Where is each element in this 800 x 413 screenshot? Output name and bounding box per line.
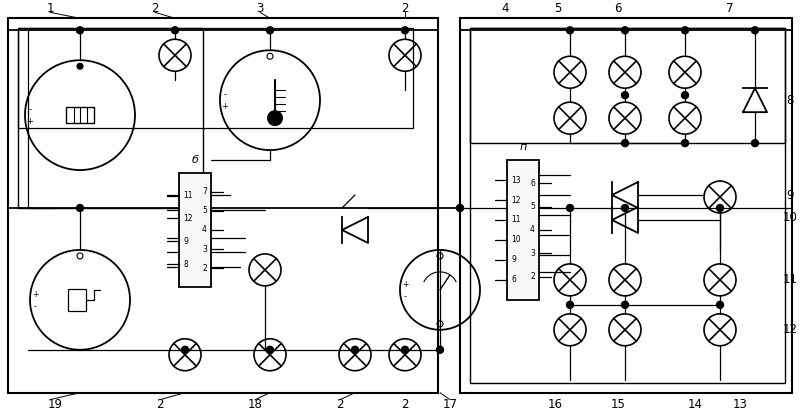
Text: 2: 2 (402, 398, 409, 411)
Text: +: + (402, 280, 408, 290)
Text: 9: 9 (511, 255, 516, 264)
Text: 8: 8 (786, 94, 794, 107)
Text: 1: 1 (46, 2, 54, 15)
Circle shape (622, 140, 629, 147)
Circle shape (402, 346, 409, 353)
Text: 4: 4 (502, 2, 509, 15)
Text: 18: 18 (247, 398, 262, 411)
Bar (8, 18, 438, 393)
Circle shape (266, 27, 274, 34)
Circle shape (751, 140, 758, 147)
Text: 3: 3 (256, 2, 264, 15)
Text: 7: 7 (202, 187, 207, 196)
Bar (470, 28, 785, 383)
Circle shape (77, 27, 83, 34)
Text: 3: 3 (202, 244, 207, 254)
Circle shape (77, 204, 83, 211)
Circle shape (622, 204, 629, 211)
Text: 2: 2 (530, 272, 535, 281)
Text: б: б (191, 154, 198, 164)
Text: 15: 15 (610, 398, 626, 411)
Text: 5: 5 (554, 2, 562, 15)
Text: 10: 10 (782, 211, 798, 225)
Text: -: - (34, 302, 36, 311)
Bar (470, 28, 785, 143)
Text: 11: 11 (782, 273, 798, 286)
Bar (66, 107, 94, 123)
Circle shape (457, 204, 463, 211)
Circle shape (182, 346, 189, 353)
Text: 5: 5 (202, 206, 207, 215)
Circle shape (717, 204, 723, 211)
Bar (18, 28, 203, 208)
Text: 11: 11 (183, 191, 193, 200)
Text: 8: 8 (183, 260, 188, 269)
Circle shape (566, 204, 574, 211)
Circle shape (266, 346, 274, 353)
Bar (507, 160, 539, 300)
Circle shape (351, 346, 358, 353)
Text: 2: 2 (156, 398, 164, 411)
Text: п: п (519, 142, 526, 152)
Text: 12: 12 (511, 195, 521, 204)
Circle shape (566, 301, 574, 309)
Circle shape (437, 346, 443, 353)
Circle shape (751, 27, 758, 34)
Text: -: - (404, 292, 406, 301)
Text: +: + (32, 290, 38, 299)
Circle shape (267, 110, 283, 126)
Text: 2: 2 (202, 264, 207, 273)
Circle shape (77, 63, 83, 69)
Text: 2: 2 (151, 2, 158, 15)
Text: 6: 6 (511, 275, 516, 285)
Text: -: - (29, 104, 31, 114)
Circle shape (566, 27, 574, 34)
Circle shape (622, 301, 629, 309)
Text: 13: 13 (511, 176, 521, 185)
Text: 14: 14 (687, 398, 702, 411)
Text: 3: 3 (530, 249, 535, 258)
Circle shape (402, 27, 409, 34)
Text: 6: 6 (530, 179, 535, 188)
Text: 12: 12 (183, 214, 193, 223)
Text: 7: 7 (726, 2, 734, 15)
Circle shape (682, 140, 689, 147)
Circle shape (682, 92, 689, 99)
Bar (18, 28, 413, 128)
Text: 4: 4 (530, 225, 535, 235)
Bar (68, 289, 86, 311)
Text: 5: 5 (530, 202, 535, 211)
Text: 11: 11 (511, 216, 521, 225)
Text: 2: 2 (402, 2, 409, 15)
Circle shape (682, 27, 689, 34)
Circle shape (717, 301, 723, 309)
Text: 9: 9 (183, 237, 188, 246)
Text: 6: 6 (614, 2, 622, 15)
Text: 10: 10 (511, 235, 521, 244)
Circle shape (622, 27, 629, 34)
Text: 2: 2 (336, 398, 344, 411)
Text: 12: 12 (782, 323, 798, 336)
Text: 16: 16 (547, 398, 562, 411)
Text: -: - (223, 90, 226, 99)
Text: +: + (222, 102, 229, 111)
Text: 9: 9 (786, 188, 794, 202)
Bar (460, 18, 792, 393)
Circle shape (171, 27, 178, 34)
Bar (179, 173, 211, 287)
Text: 19: 19 (47, 398, 62, 411)
Circle shape (622, 92, 629, 99)
Text: 17: 17 (442, 398, 458, 411)
Text: 13: 13 (733, 398, 747, 411)
Text: +: + (26, 116, 34, 126)
Text: 4: 4 (202, 225, 207, 235)
